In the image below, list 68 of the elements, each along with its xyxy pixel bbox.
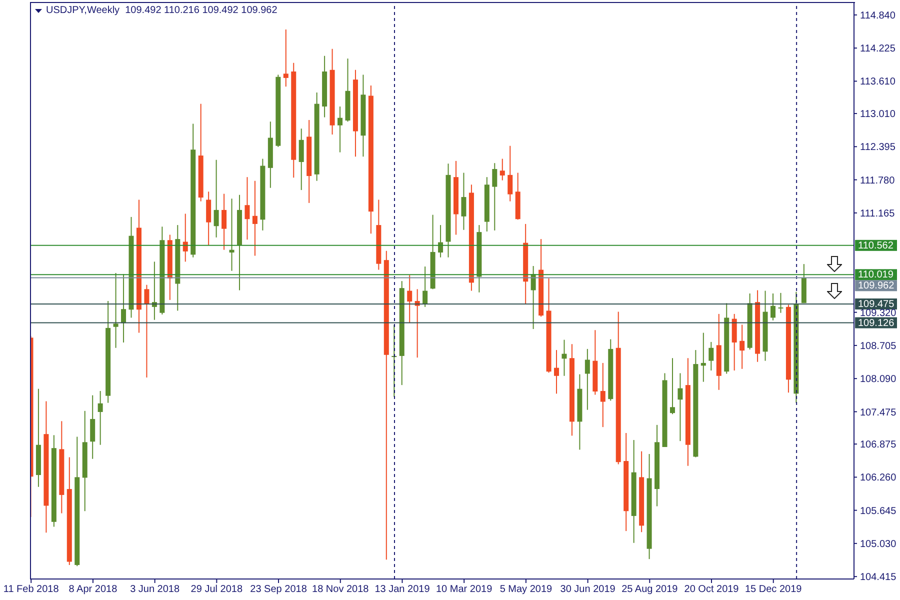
candlestick [708, 341, 714, 372]
x-tick-label: 3 Jun 2018 [130, 584, 180, 596]
y-tick-label: 105.030 [860, 538, 897, 550]
candlestick [222, 193, 227, 250]
y-tick-label: 111.165 [860, 208, 896, 220]
ref-line-label: 109.962 [858, 280, 895, 292]
ref-line-label: 109.475 [858, 298, 895, 310]
candlestick [778, 292, 784, 314]
candlestick [740, 324, 745, 370]
y-tick-label: 112.395 [860, 142, 896, 154]
candlestick [508, 145, 513, 202]
candlestick [422, 266, 428, 308]
candlestick [678, 372, 683, 442]
y-tick-label: 114.225 [860, 44, 896, 55]
y-tick-label: 109.320 [860, 308, 897, 319]
y-tick-label: 104.415 [860, 572, 897, 584]
candlestick [244, 176, 250, 240]
candlestick [700, 332, 706, 382]
candlestick [584, 348, 590, 410]
candlestick [500, 158, 505, 181]
candlestick [113, 272, 118, 348]
x-tick-label: 30 Jun 2019 [560, 584, 616, 596]
x-tick-label: 13 Jan 2019 [374, 584, 430, 596]
x-tick-label: 11 Feb 2018 [3, 584, 60, 596]
candlestick [121, 274, 126, 343]
x-tick-label: 5 May 2019 [500, 584, 553, 596]
x-tick-label: 23 Sep 2018 [250, 584, 308, 596]
x-tick-label: 20 Oct 2019 [684, 584, 740, 596]
candlestick [562, 339, 567, 376]
ref-line-label: 110.562 [858, 240, 894, 252]
candlestick [206, 191, 212, 246]
candlestick [283, 28, 288, 88]
candlestick [214, 159, 219, 238]
candlestick [492, 162, 498, 231]
candlestick [338, 106, 343, 153]
y-tick-label: 106.260 [860, 472, 897, 484]
y-tick-label: 107.475 [860, 407, 897, 418]
chart-title: USDJPY,Weekly 109.492 110.216 109.492 109.962 [46, 4, 278, 17]
candlestick [732, 313, 737, 372]
y-tick-label: 105.645 [860, 506, 897, 517]
candlestick [229, 198, 234, 272]
x-tick-label: 29 Jul 2018 [190, 584, 243, 596]
y-tick-label: 106.875 [860, 440, 897, 451]
candlestick [298, 128, 304, 191]
x-tick-label: 18 Nov 2018 [312, 584, 370, 596]
x-tick-label: 25 Aug 2019 [622, 584, 678, 596]
ref-line-label: 109.126 [858, 318, 895, 329]
candlestick [600, 362, 606, 428]
candlestick [407, 274, 412, 324]
y-tick-label: 113.010 [860, 109, 896, 120]
candlestick [144, 284, 150, 378]
candlestick [182, 213, 188, 262]
x-tick-label: 10 Mar 2019 [436, 584, 493, 596]
y-tick-label: 108.090 [860, 374, 897, 386]
candlestick [252, 180, 258, 256]
y-tick-label: 113.610 [860, 76, 896, 88]
y-tick-label: 111.780 [860, 175, 896, 186]
candlestick [554, 350, 560, 394]
x-tick-label: 15 Dec 2019 [745, 584, 802, 596]
candlestick [770, 292, 776, 321]
ref-line-label: 110.019 [858, 270, 894, 281]
candlestick [90, 394, 96, 460]
candlestick [670, 358, 675, 415]
candlestick [461, 172, 466, 230]
x-tick-label: 8 Apr 2018 [68, 584, 118, 596]
y-tick-label: 114.840 [860, 10, 896, 22]
candlestick [98, 390, 103, 446]
y-tick-label: 108.705 [860, 341, 897, 352]
